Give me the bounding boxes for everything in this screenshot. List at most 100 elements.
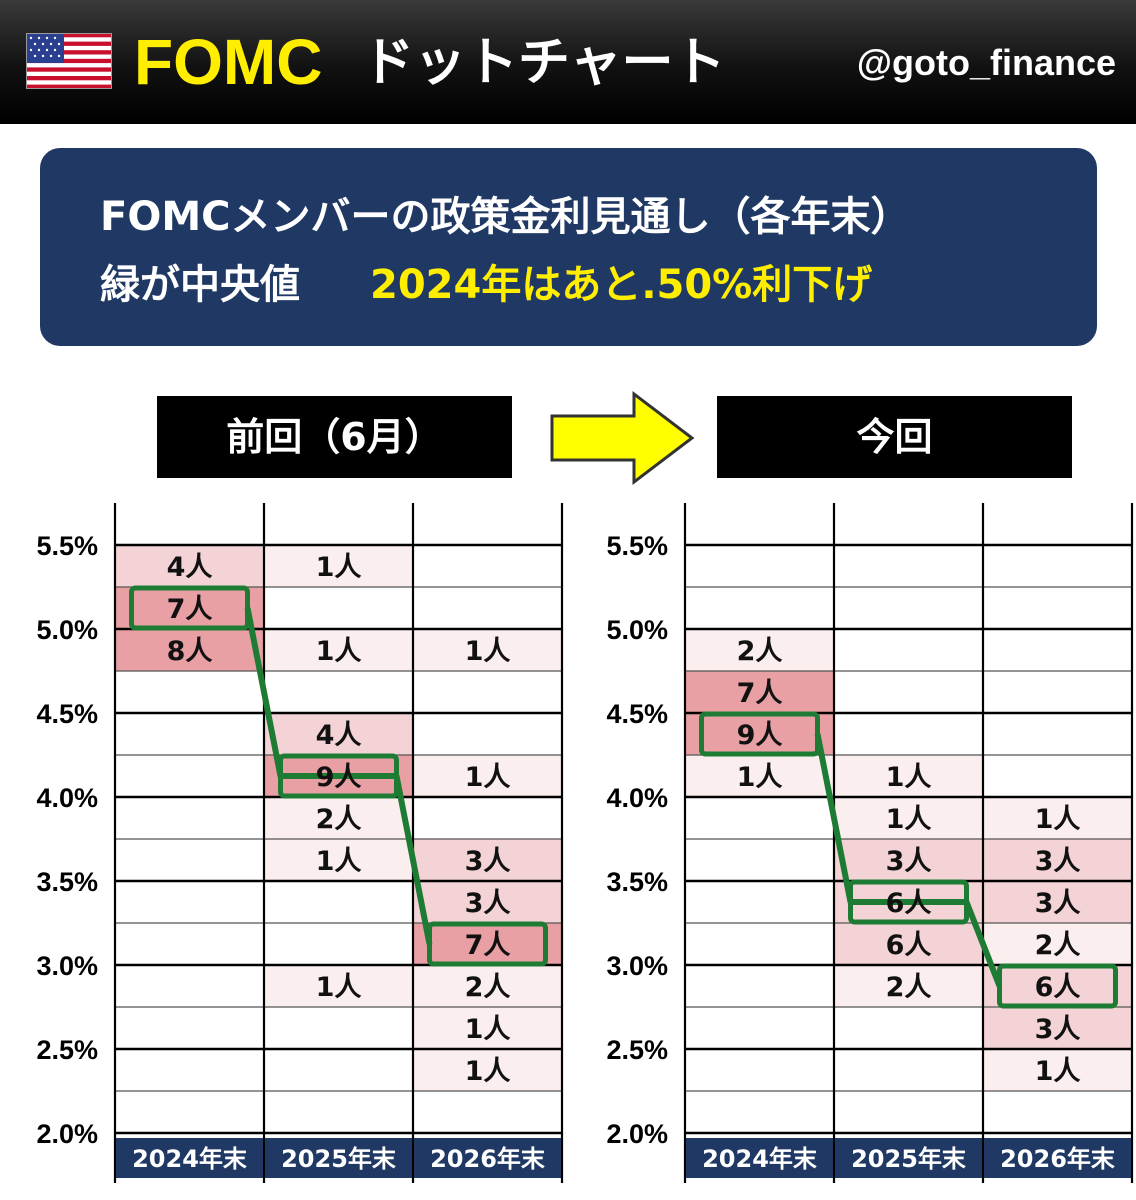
y-tick-label: 3.0% <box>606 951 668 981</box>
banner-line-2-highlight: 2024年はあと.50%利下げ <box>370 262 873 308</box>
dot-count-label: 1人 <box>1035 1056 1081 1087</box>
year-label: 2024年末 <box>132 1145 248 1173</box>
dot-count-cell <box>413 629 562 671</box>
dot-count-cell <box>264 839 413 881</box>
dot-count-cell <box>413 755 562 797</box>
dot-count-cell <box>115 587 264 629</box>
dot-count-cell <box>834 839 983 881</box>
year-label-cell <box>414 1138 561 1178</box>
dot-count-cell <box>983 1007 1132 1049</box>
us-flag-icon <box>26 33 112 89</box>
dot-count-label: 1人 <box>886 762 932 793</box>
dot-count-cell <box>264 713 413 755</box>
dot-count-label: 2人 <box>737 636 783 667</box>
y-tick-label: 3.0% <box>36 951 98 981</box>
brand-title: FOMC <box>134 26 323 98</box>
y-tick-label: 3.5% <box>606 867 668 897</box>
median-highlight-box <box>699 711 820 757</box>
y-tick-label: 2.5% <box>606 1035 668 1065</box>
dot-count-cell <box>413 923 562 965</box>
dot-plot-panel-0: 5.5% 5.0% 4.5% 4.0% 3.5% 3.0% 2.5% 2.0% 4人 7人 8人 1人… <box>36 503 564 1183</box>
dot-count-label: 2人 <box>886 972 932 1003</box>
dot-count-label: 1人 <box>465 762 511 793</box>
dot-count-label: 1人 <box>316 552 362 583</box>
account-handle: @goto_finance <box>856 42 1116 83</box>
dot-count-label: 3人 <box>1035 846 1081 877</box>
dot-count-cell <box>834 965 983 1007</box>
y-tick-label: 5.5% <box>36 531 98 561</box>
period-label-current: 今回 <box>717 396 1072 478</box>
y-tick-label: 2.0% <box>606 1119 668 1149</box>
median-highlight-box <box>427 921 548 967</box>
year-label: 2026年末 <box>1000 1145 1116 1173</box>
dot-count-cell <box>413 1049 562 1091</box>
y-tick-label: 5.0% <box>606 615 668 645</box>
dot-count-cell <box>983 839 1132 881</box>
dot-count-cell <box>685 671 834 713</box>
y-tick-label: 4.5% <box>36 699 98 729</box>
median-highlight-box <box>129 585 250 631</box>
year-label-cell <box>984 1138 1131 1178</box>
y-tick-label: 5.5% <box>606 531 668 561</box>
dot-count-label: 2人 <box>465 972 511 1003</box>
dot-count-cell <box>685 755 834 797</box>
year-label: 2026年末 <box>430 1145 546 1173</box>
dot-count-cell <box>685 629 834 671</box>
dot-count-cell <box>115 545 264 587</box>
dot-count-label: 4人 <box>316 720 362 751</box>
dot-count-label: 1人 <box>886 804 932 835</box>
dot-count-label: 4人 <box>167 552 213 583</box>
dot-count-label: 3人 <box>1035 888 1081 919</box>
dot-count-cell <box>983 965 1132 1007</box>
dot-count-cell <box>413 1007 562 1049</box>
dot-count-label: 2人 <box>316 804 362 835</box>
dot-count-cell <box>685 713 834 755</box>
median-highlight-box <box>278 753 399 799</box>
median-highlight-box <box>848 879 969 925</box>
median-highlight-box <box>997 963 1118 1009</box>
dot-count-cell <box>983 881 1132 923</box>
dot-count-cell <box>264 545 413 587</box>
dot-count-label: 7人 <box>167 594 213 625</box>
dot-count-label: 3人 <box>1035 1014 1081 1045</box>
y-tick-label: 2.0% <box>36 1119 98 1149</box>
dot-count-cell <box>264 629 413 671</box>
y-tick-label: 4.0% <box>606 783 668 813</box>
dot-count-label: 1人 <box>316 972 362 1003</box>
dot-count-label: 9人 <box>737 720 783 751</box>
banner-line-2-note: 緑が中央値 <box>100 262 300 308</box>
dot-count-label: 1人 <box>465 1014 511 1045</box>
dot-count-label: 3人 <box>465 888 511 919</box>
dot-count-cell <box>983 923 1132 965</box>
dot-count-label: 2人 <box>1035 930 1081 961</box>
dot-count-cell <box>834 797 983 839</box>
dot-count-cell <box>413 839 562 881</box>
header-bar: FOMC ドットチャート @goto_finance <box>0 0 1136 124</box>
dot-count-label: 8人 <box>167 636 213 667</box>
y-tick-label: 3.5% <box>36 867 98 897</box>
dot-count-label: 1人 <box>737 762 783 793</box>
year-label-cell <box>835 1138 982 1178</box>
dot-count-label: 6人 <box>886 930 932 961</box>
dot-count-label: 6人 <box>886 888 932 919</box>
year-label: 2025年末 <box>281 1145 397 1173</box>
dot-count-label: 3人 <box>465 846 511 877</box>
y-tick-label: 4.0% <box>36 783 98 813</box>
summary-banner: FOMCメンバーの政策金利見通し（各年末） 緑が中央値 2024年はあと.50%… <box>40 148 1097 346</box>
arrow-right-icon <box>550 390 695 486</box>
dot-count-label: 1人 <box>465 1056 511 1087</box>
dot-count-cell <box>413 881 562 923</box>
banner-line-1: FOMCメンバーの政策金利見通し（各年末） <box>100 194 911 240</box>
dot-count-label: 3人 <box>886 846 932 877</box>
y-tick-label: 2.5% <box>36 1035 98 1065</box>
dot-count-label: 1人 <box>465 636 511 667</box>
dot-count-cell <box>983 797 1132 839</box>
dot-count-cell <box>115 629 264 671</box>
dot-count-label: 7人 <box>465 930 511 961</box>
dot-count-cell <box>413 965 562 1007</box>
year-label: 2025年末 <box>851 1145 967 1173</box>
period-label-previous: 前回（6月） <box>157 396 512 478</box>
dot-count-cell <box>834 755 983 797</box>
page-subtitle: ドットチャート <box>362 33 726 93</box>
y-tick-label: 5.0% <box>36 615 98 645</box>
